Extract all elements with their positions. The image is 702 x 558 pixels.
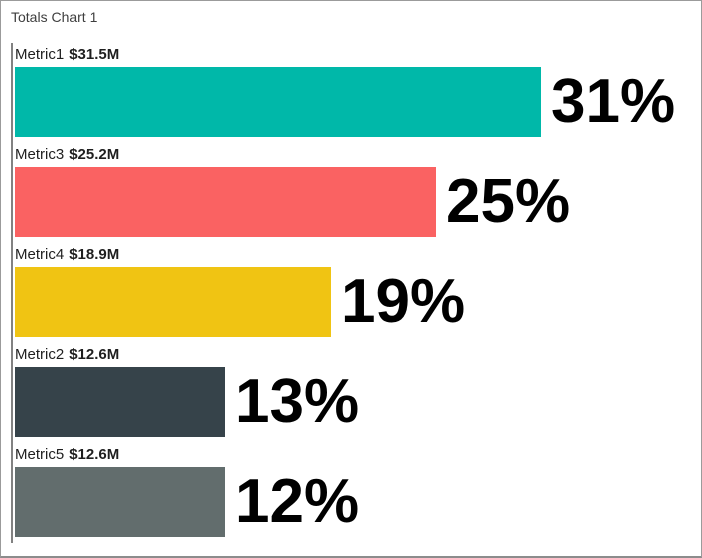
percent-label-metric1: 31% <box>551 67 676 136</box>
metric-name: Metric1 <box>15 46 65 63</box>
bar-line: 13% <box>15 367 697 437</box>
metric-name: Metric2 <box>15 346 65 363</box>
metric-value: $12.6M <box>69 346 120 363</box>
percent-label-metric3: 25% <box>446 167 571 236</box>
bar-metric3[interactable] <box>15 167 436 237</box>
bar-line: 12% <box>15 467 697 537</box>
bar-label-metric3: Metric3 $25.2M <box>15 143 697 167</box>
bar-label-metric5: Metric5 $12.6M <box>15 443 697 467</box>
bar-row-metric4: Metric4 $18.9M 19% <box>15 243 697 337</box>
bar-label-metric4: Metric4 $18.9M <box>15 243 697 267</box>
bar-row-metric5: Metric5 $12.6M 12% <box>15 443 697 537</box>
bar-metric2[interactable] <box>15 367 225 437</box>
metric-name: Metric5 <box>15 446 65 463</box>
bar-metric5[interactable] <box>15 467 225 537</box>
percent-label-metric4: 19% <box>341 267 466 336</box>
bar-row-metric1: Metric1 $31.5M 31% <box>15 43 697 137</box>
bar-label-metric2: Metric2 $12.6M <box>15 343 697 367</box>
metric-value: $18.9M <box>69 246 120 263</box>
metric-name: Metric4 <box>15 246 65 263</box>
metric-value: $25.2M <box>69 146 120 163</box>
metric-name: Metric3 <box>15 146 65 163</box>
bar-row-metric2: Metric2 $12.6M 13% <box>15 343 697 437</box>
bar-metric4[interactable] <box>15 267 331 337</box>
bar-metric1[interactable] <box>15 67 541 137</box>
bar-row-metric3: Metric3 $25.2M 25% <box>15 143 697 237</box>
bar-line: 31% <box>15 67 697 137</box>
bar-label-metric1: Metric1 $31.5M <box>15 43 697 67</box>
percent-label-metric5: 12% <box>235 467 360 536</box>
bar-line: 25% <box>15 167 697 237</box>
bar-chart-area: Metric1 $31.5M 31% Metric3 $25.2M 25% Metr… <box>11 43 697 543</box>
metric-value: $12.6M <box>69 446 120 463</box>
metric-value: $31.5M <box>69 46 120 63</box>
percent-label-metric2: 13% <box>235 367 360 436</box>
bar-line: 19% <box>15 267 697 337</box>
chart-title: Totals Chart 1 <box>11 9 98 25</box>
